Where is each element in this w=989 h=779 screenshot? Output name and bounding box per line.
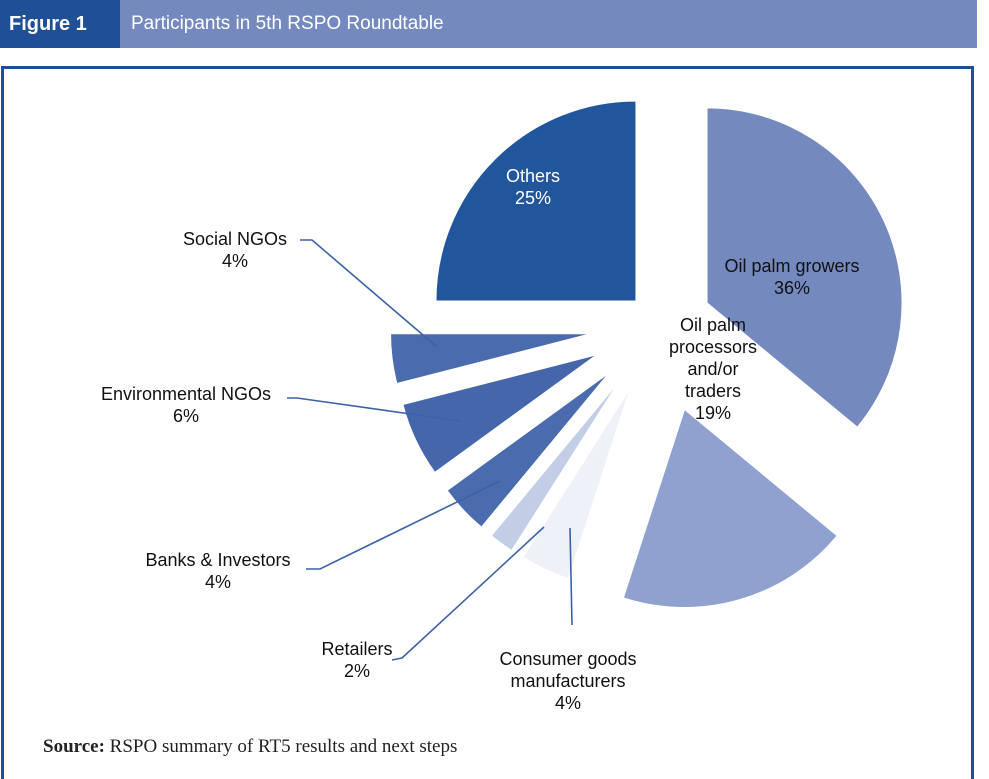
leader-line-env	[287, 397, 461, 422]
pie-slice-consumer	[522, 388, 631, 580]
pie-slice-env	[402, 354, 597, 474]
slice-label-banks: Banks & Investors 4%	[145, 550, 290, 592]
slice-label-social: Social NGOs 4%	[183, 229, 287, 271]
leader-line-social	[300, 239, 438, 348]
slice-label-processors: Oil palm processors and/or traders 19%	[669, 315, 757, 423]
leader-line-banks	[306, 480, 501, 570]
pie-slice-growers	[706, 107, 903, 428]
pie-slice-others	[435, 100, 637, 302]
slice-label-others: Others 25%	[506, 166, 560, 208]
slice-label-env: Environmental NGOs 6%	[101, 384, 271, 426]
slice-labels: Oil palm growers 36% Oil palm processors and…	[101, 166, 860, 713]
figure-title: Participants in 5th RSPO Roundtable	[131, 13, 444, 34]
figure-frame	[1, 66, 974, 779]
leader-line-retailers	[391, 526, 545, 661]
pie-slice-processors	[622, 408, 838, 608]
leader-line-consumer	[569, 527, 573, 626]
source-note: Source: RSPO summary of RT5 results and …	[43, 736, 457, 758]
pie-slice-retailers	[490, 381, 620, 552]
pie-slice-banks	[446, 372, 610, 528]
source-text: RSPO summary of RT5 results and next ste…	[109, 736, 458, 757]
slice-label-consumer: Consumer goods manufacturers 4%	[499, 649, 636, 713]
slice-label-retailers: Retailers 2%	[321, 639, 392, 681]
pie-slice-social	[390, 333, 591, 385]
figure-header-bar: Figure 1 Participants in 5th RSPO Roundt…	[0, 0, 977, 48]
source-label: Source:	[43, 736, 105, 757]
pie-slices	[390, 100, 903, 608]
leader-lines	[287, 239, 573, 661]
figure-number-label: Figure 1	[0, 0, 120, 48]
slice-label-growers: Oil palm growers 36%	[724, 256, 859, 298]
